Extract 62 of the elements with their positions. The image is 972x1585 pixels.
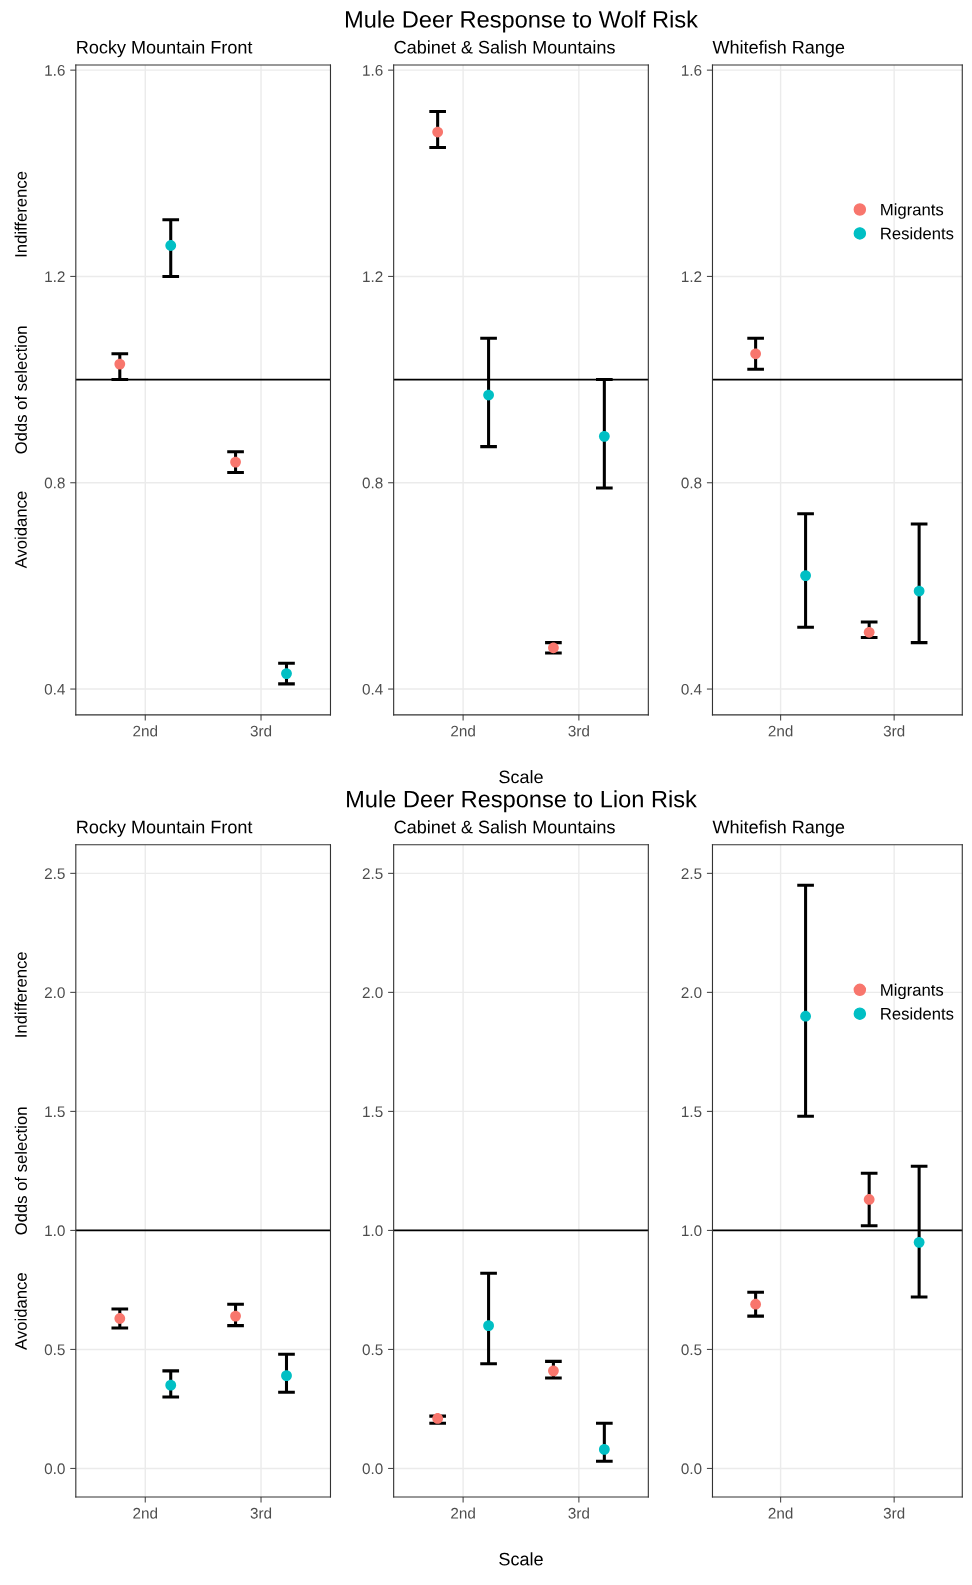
y-tick-label: 2.5 xyxy=(362,868,383,880)
y-tick-label: 0.4 xyxy=(681,683,702,695)
text: Indifference xyxy=(14,952,27,1037)
y-tick-label: 1.5 xyxy=(363,1106,383,1118)
y-tick-label: 2.5 xyxy=(44,868,65,880)
y-tick-label: 1.2 xyxy=(363,271,383,282)
y-tick-label: 2.5 xyxy=(681,868,702,880)
y-tick-label: 0.5 xyxy=(362,1344,383,1356)
y-axis-title: Odds of selection xyxy=(14,1107,27,1235)
legend-label: Migrants xyxy=(881,203,944,219)
y-tick-label: 1.6 xyxy=(681,65,702,76)
chart-subtitle: Whitefish Range xyxy=(712,40,845,58)
y-tick-label: 1.5 xyxy=(45,1106,65,1118)
y-tick-label: 2.0 xyxy=(44,987,65,999)
y-tick-label: 2.0 xyxy=(362,987,383,999)
legend-label: Residents xyxy=(881,227,954,240)
y-tick-label: 1.2 xyxy=(681,271,702,282)
legend-label: Residents xyxy=(881,1007,954,1020)
x-tick-label: 3rd xyxy=(250,725,272,737)
x-axis-title: Scale xyxy=(499,770,543,784)
x-tick-label: 3rd xyxy=(568,1507,589,1519)
x-tick-label: 3rd xyxy=(883,1507,905,1519)
y-tick-label: 1.0 xyxy=(363,1225,383,1237)
chart-subtitle: Cabinet & Salish Mountains xyxy=(394,40,615,54)
x-tick-label: 2nd xyxy=(451,1507,475,1519)
y-tick-label: 1.0 xyxy=(681,1225,702,1237)
y-tick-label: 0.8 xyxy=(44,477,65,489)
y-tick-label: 0.5 xyxy=(44,1344,65,1356)
x-tick-label: 3rd xyxy=(883,725,905,737)
y-axis-title: Odds of selection xyxy=(14,326,27,454)
chart-subtitle: Rocky Mountain Front xyxy=(77,40,253,58)
x-tick-label: 2nd xyxy=(768,725,793,737)
y-tick-label: 0.0 xyxy=(681,1463,702,1475)
x-axis-title: Scale xyxy=(499,1552,543,1566)
y-tick-label: 0.4 xyxy=(44,683,65,695)
x-tick-label: 2nd xyxy=(451,725,475,737)
y-tick-label: 1.0 xyxy=(45,1225,65,1237)
text: Avoidance xyxy=(14,491,27,569)
text: Avoidance xyxy=(14,1273,27,1350)
y-tick-label: 1.6 xyxy=(45,65,65,76)
x-tick-label: 2nd xyxy=(133,725,158,737)
y-tick-label: 1.2 xyxy=(45,271,65,282)
y-tick-label: 0.8 xyxy=(681,477,702,489)
x-tick-label: 3rd xyxy=(250,1507,272,1519)
y-tick-label: 0.0 xyxy=(44,1463,65,1475)
y-tick-label: 2.0 xyxy=(681,987,702,999)
x-tick-label: 3rd xyxy=(568,725,589,737)
chart-title: Mule Deer Response to Wolf Risk xyxy=(346,10,698,33)
text: Indifference xyxy=(14,171,27,257)
chart-subtitle: Whitefish Range xyxy=(712,820,845,837)
y-tick-label: 1.6 xyxy=(363,65,383,76)
legend-label: Migrants xyxy=(881,983,944,1000)
y-tick-label: 0.8 xyxy=(362,477,383,489)
chart-subtitle: Cabinet & Salish Mountains xyxy=(394,820,615,834)
chart-subtitle: Rocky Mountain Front xyxy=(77,820,253,837)
x-tick-label: 2nd xyxy=(768,1507,793,1519)
y-tick-label: 0.4 xyxy=(362,683,383,695)
y-tick-label: 1.5 xyxy=(681,1106,702,1118)
y-tick-label: 0.5 xyxy=(681,1344,702,1356)
x-tick-label: 2nd xyxy=(133,1507,158,1519)
y-tick-label: 0.0 xyxy=(362,1463,383,1475)
chart-title: Mule Deer Response to Lion Risk xyxy=(347,790,697,813)
